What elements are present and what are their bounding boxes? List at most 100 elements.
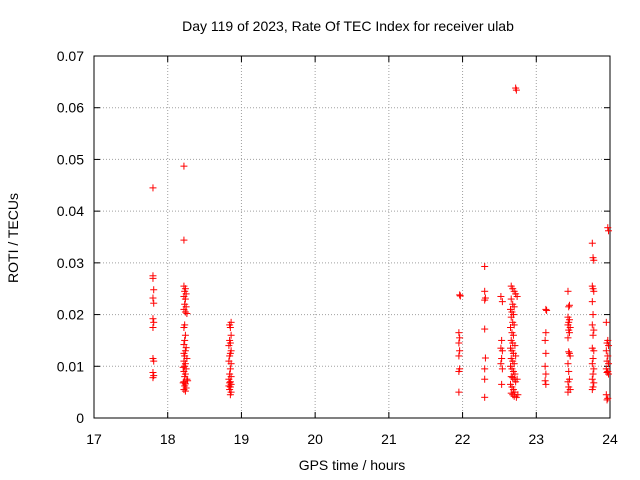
data-point	[498, 336, 506, 344]
data-point	[541, 377, 549, 385]
data-point	[181, 336, 189, 344]
data-point	[507, 313, 515, 321]
data-point	[509, 331, 517, 339]
y-tick-label: 0.02	[57, 307, 84, 323]
data-point	[149, 315, 157, 323]
data-point	[604, 224, 612, 232]
data-point	[603, 396, 611, 404]
data-point	[179, 363, 187, 371]
data-point	[542, 305, 550, 313]
data-point	[507, 389, 515, 397]
data-point	[180, 386, 188, 394]
data-point	[149, 324, 157, 331]
data-point	[455, 388, 463, 396]
data-point	[510, 303, 518, 311]
data-point	[514, 391, 522, 399]
data-point	[481, 325, 489, 333]
data-point	[498, 365, 506, 373]
data-point	[226, 365, 234, 373]
data-point	[456, 292, 464, 300]
data-point	[455, 352, 463, 360]
data-point	[602, 318, 610, 326]
data-point	[589, 331, 597, 339]
data-point	[226, 352, 234, 360]
data-point	[542, 349, 550, 357]
data-point	[590, 365, 598, 373]
data-point	[150, 299, 158, 307]
data-point	[513, 375, 521, 383]
data-point	[542, 370, 550, 378]
data-point	[512, 352, 520, 360]
data-point	[225, 382, 233, 390]
data-point	[510, 321, 518, 329]
data-point	[226, 391, 234, 399]
data-point	[498, 355, 506, 363]
x-tick-label: 18	[160, 431, 176, 447]
data-point	[481, 393, 489, 401]
data-point	[564, 378, 572, 386]
data-point	[180, 162, 188, 170]
grid-lines	[94, 56, 610, 418]
data-point	[507, 295, 515, 303]
data-point	[564, 388, 572, 396]
data-point	[481, 365, 489, 373]
data-point	[512, 86, 520, 94]
data-points	[149, 84, 613, 404]
data-point	[481, 287, 489, 295]
plot-frame	[93, 55, 611, 419]
data-point	[589, 355, 597, 363]
data-point	[455, 339, 463, 347]
data-point	[510, 360, 518, 368]
data-point	[506, 324, 514, 331]
data-point	[181, 308, 189, 316]
data-point	[481, 296, 489, 304]
data-point	[180, 236, 188, 244]
x-axis-label: GPS time / hours	[299, 457, 406, 473]
data-point	[498, 347, 506, 355]
data-point	[590, 326, 598, 334]
data-point	[150, 318, 158, 326]
data-point	[605, 227, 613, 235]
data-point	[542, 380, 550, 388]
data-point	[150, 286, 158, 294]
data-point	[511, 370, 519, 378]
data-point	[149, 374, 157, 382]
data-point	[565, 348, 573, 356]
data-point	[604, 352, 612, 360]
data-point	[590, 379, 598, 387]
x-tick-label: 23	[528, 431, 544, 447]
data-point	[181, 331, 189, 339]
data-point	[588, 298, 596, 306]
data-point	[455, 329, 463, 337]
data-point	[566, 352, 574, 360]
data-point	[590, 287, 598, 295]
data-point	[149, 184, 157, 192]
x-tick-label: 21	[381, 431, 397, 447]
data-point	[605, 342, 613, 350]
data-point	[543, 306, 551, 314]
data-point	[602, 347, 610, 355]
data-point	[588, 321, 596, 329]
y-tick-label: 0	[76, 410, 84, 426]
data-point	[564, 360, 572, 368]
data-point	[456, 291, 464, 299]
y-axis-label: ROTI / TECUs	[5, 193, 21, 283]
data-point	[226, 324, 234, 331]
x-tick-label: 20	[307, 431, 323, 447]
data-point	[455, 367, 463, 375]
data-point	[588, 375, 596, 383]
data-point	[542, 329, 550, 337]
data-point	[497, 292, 505, 300]
data-point	[564, 287, 572, 295]
data-point	[541, 336, 549, 344]
data-point	[565, 301, 573, 309]
data-point	[150, 357, 158, 365]
data-point	[565, 303, 573, 311]
data-point	[603, 368, 611, 376]
data-point	[605, 370, 613, 378]
y-tick-label: 0.05	[57, 151, 84, 167]
data-point	[481, 375, 489, 383]
data-point	[589, 311, 597, 319]
data-point	[565, 367, 573, 375]
